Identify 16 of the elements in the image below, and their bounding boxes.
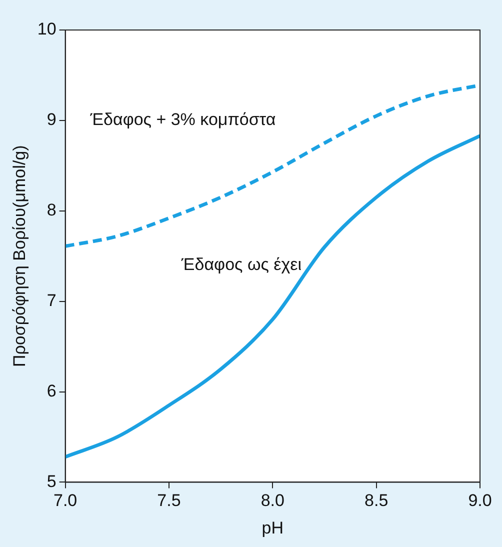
x-tick-label: 9.0 [468, 491, 492, 510]
y-tick-label: 5 [46, 472, 56, 491]
x-tick-label: 8.5 [364, 491, 388, 510]
y-tick-label: 10 [37, 20, 56, 39]
series-label: Έδαφος ως έχει [180, 254, 302, 274]
x-tick-label: 8.0 [260, 491, 284, 510]
y-tick-label: 9 [46, 110, 56, 130]
y-tick-label: 8 [46, 200, 56, 220]
text: Έδαφος + 3% κομπόστα [89, 110, 276, 130]
x-axis-title: pH [262, 518, 284, 538]
y-axis-title: Προσρόφηση Βορίου(μmol/g) [10, 145, 29, 368]
x-tick-label: 7.5 [157, 491, 181, 510]
line-series [65, 134, 480, 459]
x-tick-label: 7.0 [53, 491, 78, 510]
y-tick-label: 6 [46, 381, 56, 400]
y-tick-label: 7 [46, 291, 56, 310]
